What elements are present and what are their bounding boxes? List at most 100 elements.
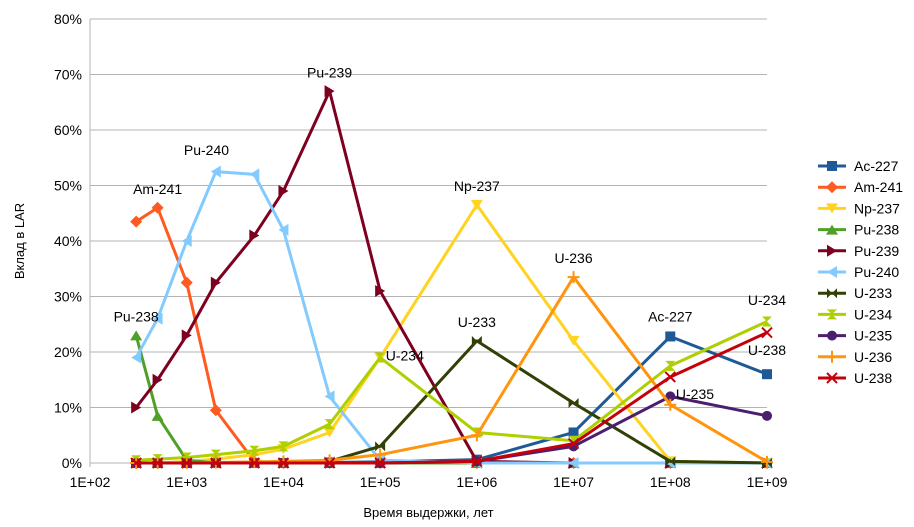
legend-item-am-241: Am-241 bbox=[818, 179, 903, 195]
annotation-label: U-234 bbox=[386, 347, 424, 363]
legend-label: U-236 bbox=[854, 349, 892, 365]
data-point-pu-239 bbox=[375, 284, 386, 297]
data-point-pu-239 bbox=[278, 185, 289, 198]
data-point-am-241 bbox=[180, 276, 193, 289]
series-am-241 bbox=[130, 201, 773, 469]
legend-marker bbox=[826, 181, 838, 194]
data-point-u-238 bbox=[210, 457, 222, 469]
data-point-u-234 bbox=[210, 449, 221, 460]
y-tick-label: 0% bbox=[62, 455, 82, 471]
data-point-pu-239 bbox=[249, 229, 260, 242]
series-line-u-234 bbox=[136, 320, 768, 462]
data-point-u-238 bbox=[471, 455, 483, 468]
data-point-u-234 bbox=[249, 445, 260, 456]
data-point-u-233 bbox=[568, 398, 579, 409]
data-point-u-234 bbox=[324, 419, 335, 430]
data-point-u-234 bbox=[665, 360, 676, 371]
data-point-pu-240 bbox=[152, 312, 163, 325]
annotation-label: Pu-238 bbox=[114, 308, 159, 324]
data-point-ac-227 bbox=[568, 427, 579, 438]
data-point-pu-240 bbox=[181, 235, 192, 247]
annotation-label: U-238 bbox=[748, 342, 786, 358]
x-tick-label: 1E+09 bbox=[747, 474, 788, 490]
data-point-u-238 bbox=[374, 457, 386, 469]
legend-label: Np-237 bbox=[854, 200, 900, 216]
data-point-pu-240 bbox=[278, 223, 289, 236]
y-tick-label: 80% bbox=[54, 11, 82, 27]
legend-label: Pu-240 bbox=[854, 264, 899, 280]
data-point-pu-239 bbox=[181, 329, 192, 342]
y-tick-label: 20% bbox=[54, 344, 82, 360]
legend-marker bbox=[827, 288, 837, 299]
data-point-pu-239 bbox=[324, 85, 335, 98]
data-point-pu-240 bbox=[249, 168, 260, 181]
annotation-label: Am-241 bbox=[133, 181, 182, 197]
x-tick-label: 1E+06 bbox=[456, 474, 497, 490]
x-tick-label: 1E+03 bbox=[166, 474, 207, 490]
x-tick-label: 1E+05 bbox=[360, 474, 401, 490]
data-point-u-238 bbox=[664, 371, 676, 383]
y-tick-label: 10% bbox=[54, 400, 82, 416]
legend-label: Pu-238 bbox=[854, 222, 899, 238]
series-u-238 bbox=[130, 326, 773, 469]
annotation-label: Ac-227 bbox=[648, 308, 693, 324]
data-point-u-233 bbox=[471, 335, 482, 346]
series-np-237 bbox=[130, 199, 773, 468]
series-line-u-233 bbox=[136, 339, 768, 465]
data-point-pu-239 bbox=[210, 276, 221, 289]
annotation-label: U-236 bbox=[555, 250, 593, 266]
data-point-u-238 bbox=[130, 457, 142, 469]
legend-marker bbox=[826, 224, 838, 235]
legend-item-u-235: U-235 bbox=[818, 328, 892, 344]
annotation-label: U-234 bbox=[748, 292, 786, 308]
series-line-pu-240 bbox=[134, 170, 767, 465]
legend-item-pu-239: Pu-239 bbox=[818, 243, 899, 259]
data-point-np-237 bbox=[470, 199, 483, 210]
y-tick-label: 70% bbox=[54, 67, 82, 83]
x-axis-title: Время выдержки, лет bbox=[363, 505, 493, 520]
y-axis-title: Вклад в LAR bbox=[12, 203, 27, 279]
series-line-u-238 bbox=[136, 331, 768, 465]
annotation-label: Pu-239 bbox=[307, 64, 352, 80]
data-point-u-238 bbox=[151, 457, 164, 469]
y-tick-label: 30% bbox=[54, 289, 82, 305]
legend-marker bbox=[826, 350, 838, 363]
legend-item-u-233: U-233 bbox=[818, 285, 892, 301]
legend-marker bbox=[827, 161, 837, 171]
annotation-label: Np-237 bbox=[454, 178, 500, 194]
data-point-am-241 bbox=[209, 404, 222, 417]
data-point-u-235 bbox=[762, 410, 772, 421]
data-point-pu-238 bbox=[151, 410, 164, 421]
data-point-u-238 bbox=[277, 457, 290, 469]
legend-label: U-233 bbox=[854, 285, 892, 301]
data-point-pu-240 bbox=[568, 457, 579, 469]
data-point-ac-227 bbox=[665, 331, 676, 342]
y-tick-label: 40% bbox=[54, 233, 82, 249]
x-tick-label: 1E+08 bbox=[650, 474, 691, 490]
data-point-pu-240 bbox=[131, 351, 142, 364]
data-point-u-235 bbox=[665, 391, 676, 402]
legend: Ac-227 Am-241 Np-237 Pu-238 Pu-239 Pu-240 U-23… bbox=[818, 158, 903, 386]
legend-label: U-235 bbox=[854, 328, 892, 344]
x-tick-label: 1E+02 bbox=[70, 474, 111, 490]
annotation-label: Pu-240 bbox=[184, 142, 229, 158]
data-point-u-238 bbox=[761, 326, 773, 339]
legend-label: Am-241 bbox=[854, 179, 903, 195]
legend-item-u-238: U-238 bbox=[818, 370, 892, 386]
data-point-u-234 bbox=[762, 316, 772, 327]
legend-label: U-234 bbox=[854, 306, 892, 322]
data-point-u-236 bbox=[761, 455, 773, 468]
legend-marker bbox=[827, 266, 837, 278]
data-point-np-237 bbox=[567, 335, 580, 346]
data-point-pu-239 bbox=[152, 373, 163, 386]
data-point-u-238 bbox=[181, 457, 193, 469]
data-point-pu-239 bbox=[131, 401, 142, 414]
legend-marker bbox=[827, 244, 837, 257]
data-point-u-236 bbox=[374, 448, 387, 461]
legend-item-np-237: Np-237 bbox=[818, 200, 900, 216]
legend-item-u-234: U-234 bbox=[818, 306, 892, 322]
data-point-np-237 bbox=[323, 427, 336, 438]
y-tick-label: 60% bbox=[54, 122, 82, 138]
legend-item-ac-227: Ac-227 bbox=[818, 158, 899, 174]
